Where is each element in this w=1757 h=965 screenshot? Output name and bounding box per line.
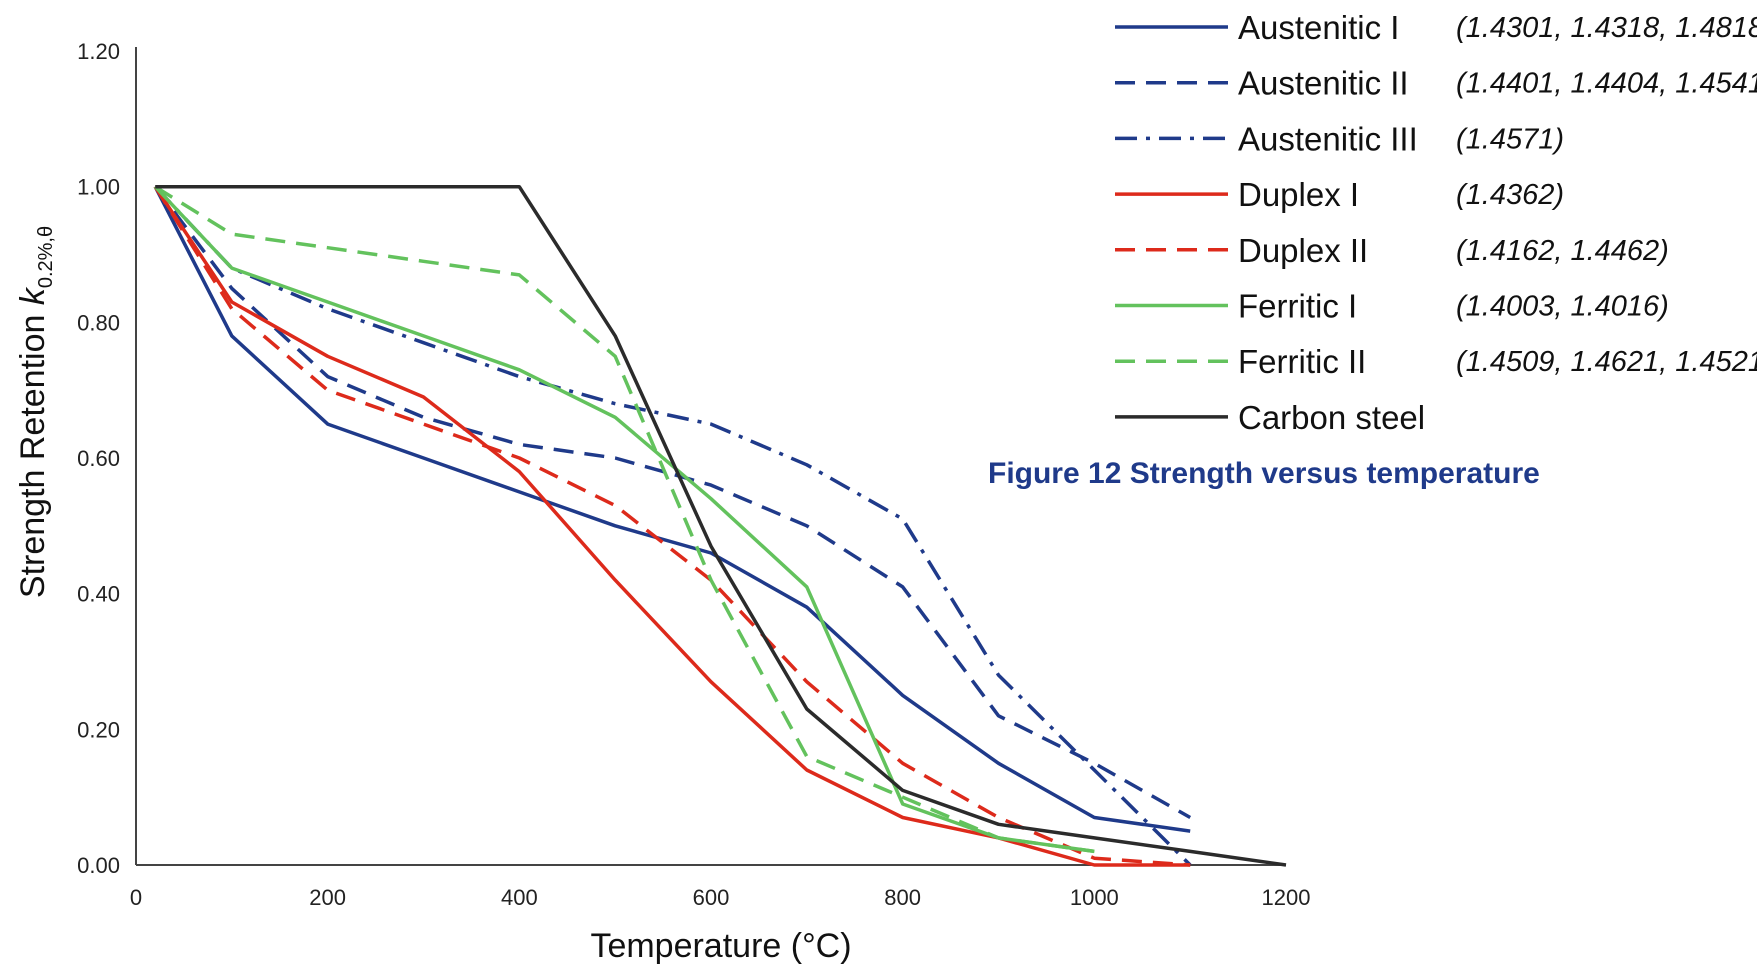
y-axis-title: Strength Retention k0.2%,θ <box>14 226 57 598</box>
x-tick-label: 1200 <box>1262 885 1311 910</box>
legend-grade-list: (1.4401, 1.4404, 1.4541) <box>1456 68 1757 100</box>
legend-grade-list: (1.4362) <box>1456 179 1564 211</box>
series-line <box>153 185 1191 833</box>
legend-series-name: Duplex II <box>1238 232 1368 269</box>
series-line <box>153 185 1191 867</box>
legend-series-name: Austenitic III <box>1238 120 1418 157</box>
series-line <box>153 185 1095 854</box>
legend-grade-list: (1.4571) <box>1456 123 1564 155</box>
x-tick-label: 600 <box>693 885 730 910</box>
legend-series-name: Carbon steel <box>1238 399 1425 436</box>
series-line <box>153 185 1191 867</box>
x-tick-label: 400 <box>501 885 538 910</box>
y-axis-title-symbol: k <box>14 286 52 305</box>
x-tick-label: 0 <box>130 885 142 910</box>
series-line <box>153 185 1192 867</box>
y-tick-labels: 0.00 0.20 0.40 0.60 0.80 1.00 1.20 <box>77 39 120 878</box>
legend: Austenitic I (1.4301, 1.4318, 1.4818) Aust… <box>1115 9 1757 436</box>
series-line <box>153 185 1192 820</box>
series-line <box>155 184 1287 867</box>
series-lines <box>153 184 1287 867</box>
legend-series-name: Ferritic I <box>1238 288 1357 325</box>
y-tick-label: 1.00 <box>77 175 120 200</box>
x-tick-label: 200 <box>309 885 346 910</box>
x-axis-title: Temperature (°C) <box>590 927 851 965</box>
y-axis-title-subscript: 0.2%,θ <box>35 226 57 288</box>
y-tick-label: 1.20 <box>77 39 120 64</box>
legend-series-name: Ferritic II <box>1238 343 1366 380</box>
legend-grade-list: (1.4003, 1.4016) <box>1456 291 1669 323</box>
x-tick-label: 1000 <box>1070 885 1119 910</box>
y-tick-label: 0.80 <box>77 310 120 335</box>
legend-grade-list: (1.4162, 1.4462) <box>1456 235 1669 267</box>
legend-series-name: Austenitic II <box>1238 65 1409 102</box>
y-tick-label: 0.60 <box>77 446 120 471</box>
y-tick-label: 0.00 <box>77 853 120 878</box>
y-tick-label: 0.40 <box>77 582 120 607</box>
y-tick-label: 0.20 <box>77 717 120 742</box>
x-tick-labels: 0 200 400 600 800 1000 1200 <box>130 885 1311 910</box>
legend-grade-list: (1.4509, 1.4621, 1.4521) <box>1456 346 1757 378</box>
axes <box>135 47 1286 866</box>
legend-series-name: Austenitic I <box>1238 9 1399 46</box>
figure-caption: Figure 12 Strength versus temperature <box>988 457 1540 490</box>
x-tick-label: 800 <box>884 885 921 910</box>
legend-series-name: Duplex I <box>1238 176 1359 213</box>
y-axis-title-main: Strength Retention <box>14 305 52 598</box>
series-line <box>154 185 1095 854</box>
legend-grade-list: (1.4301, 1.4318, 1.4818) <box>1456 12 1757 44</box>
